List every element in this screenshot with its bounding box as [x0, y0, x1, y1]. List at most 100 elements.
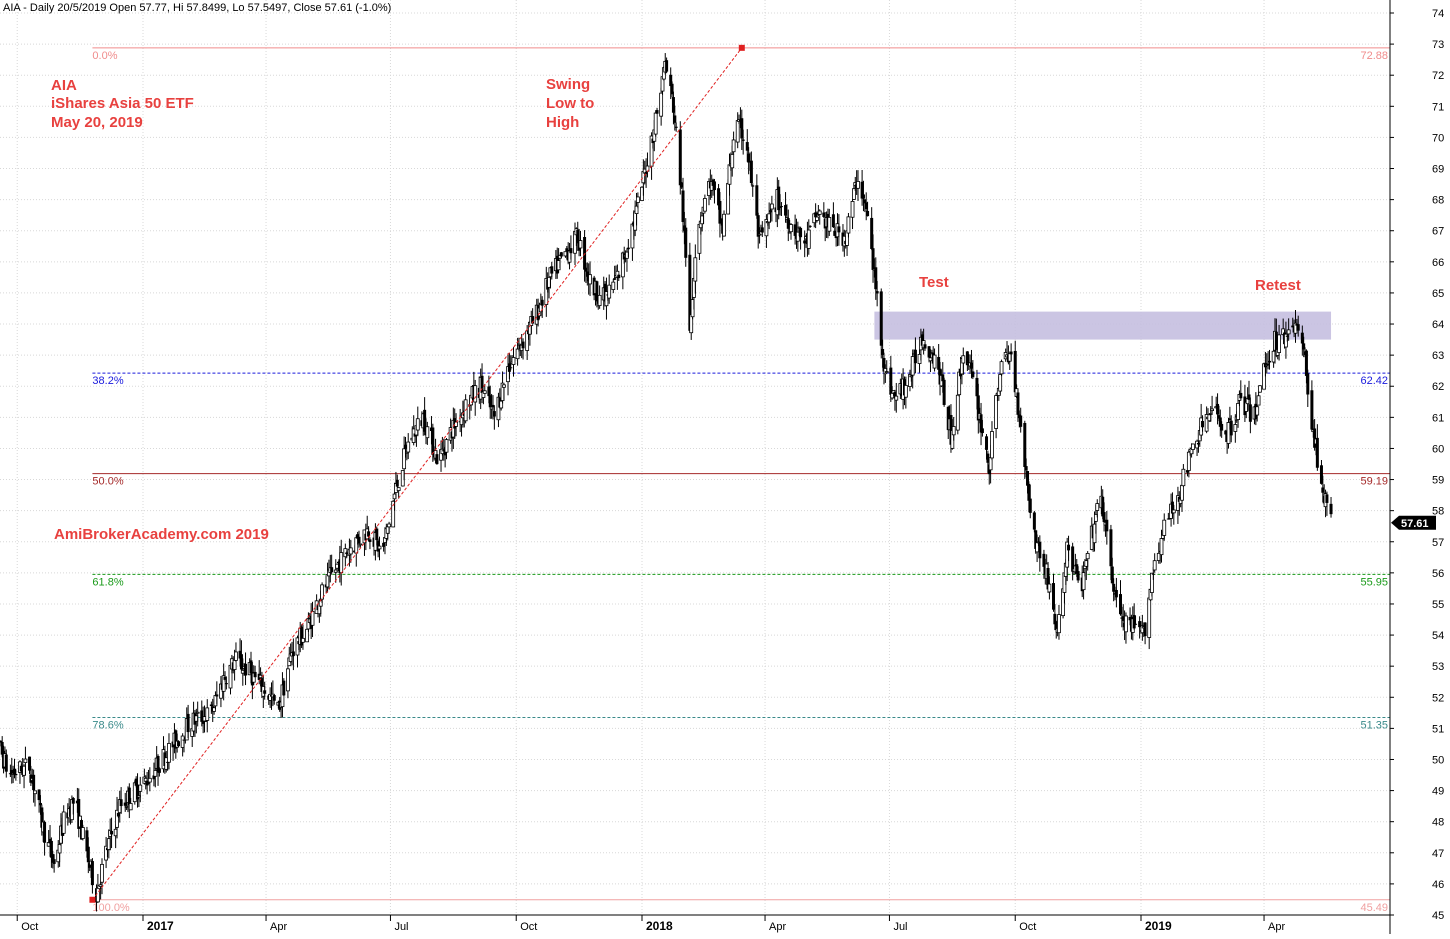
candle-body-down — [1228, 418, 1232, 420]
candle-body-down — [751, 185, 755, 187]
candle-body-up — [1233, 424, 1238, 432]
candle-body-down — [863, 199, 867, 204]
candle-body-down — [1248, 404, 1252, 422]
y-tick-label: 53 — [1432, 661, 1444, 673]
candle-body-up — [578, 240, 583, 249]
candle-body-up — [1180, 484, 1184, 501]
candle-body-down — [1170, 501, 1174, 514]
candle-body-down — [717, 188, 721, 206]
candle-body-up — [1171, 509, 1176, 514]
candle-body-up — [1081, 572, 1086, 591]
candle-body-down — [1304, 350, 1308, 376]
candle-body-down — [37, 789, 41, 801]
candle-body-down — [540, 299, 544, 306]
candle-body-up — [511, 357, 516, 365]
title-line-3: May 20, 2019 — [51, 114, 143, 131]
candle-body-down — [871, 248, 875, 270]
candle-body-up — [817, 210, 822, 215]
y-tick-label: 59 — [1432, 475, 1444, 487]
candle-body-up — [1047, 583, 1052, 593]
y-tick-label: 52 — [1432, 692, 1444, 704]
x-tick-label: 2019 — [1145, 919, 1172, 933]
y-tick-label: 56 — [1432, 568, 1444, 580]
candle-body-up — [620, 252, 625, 278]
candle-body-down — [1101, 496, 1105, 517]
candle-body-up — [702, 198, 707, 212]
candle-body-down — [177, 741, 181, 747]
candle-body-up — [611, 281, 616, 290]
x-tick-label: Apr — [270, 921, 287, 933]
y-tick-label: 60 — [1432, 443, 1444, 455]
candle-body-down — [345, 552, 349, 555]
y-tick-label: 64 — [1432, 319, 1444, 331]
candle-body-up — [320, 584, 324, 600]
candle-body-down — [435, 454, 439, 465]
candle-body-up — [358, 543, 363, 546]
swing-high-marker — [738, 44, 745, 51]
candle-body-down — [831, 214, 835, 228]
zone-layer — [874, 311, 1332, 340]
chart-header: AIA - Daily 20/5/2019 Open 57.77, Hi 57.… — [3, 2, 391, 14]
candle-body-down — [1151, 573, 1155, 575]
y-tick-label: 74 — [1432, 8, 1444, 20]
candle-body-down — [644, 171, 648, 175]
candle-body-up — [1255, 406, 1260, 416]
fib-pct-label: 78.6% — [92, 719, 123, 731]
candle-body-down — [985, 436, 989, 450]
candle-body-down — [749, 160, 753, 183]
candle-body-up — [1236, 403, 1240, 420]
y-tick-label: 68 — [1432, 195, 1444, 207]
candle-body-down — [521, 341, 525, 349]
candle-body-down — [778, 206, 782, 209]
y-tick-label: 67 — [1432, 226, 1444, 238]
candle-body-up — [138, 784, 143, 792]
candle-body-down — [1075, 564, 1079, 574]
candle-body-down — [760, 227, 764, 233]
candle-body-down — [747, 153, 751, 163]
test-label: Test — [919, 274, 949, 291]
swing-line — [92, 47, 743, 901]
candle-body-down — [1028, 498, 1032, 513]
y-tick-labels: 45 46 47 48 49 50 51 52 53 54 55 56 57 58 59 60 61 62 63 64… — [1390, 8, 1444, 922]
candle-body-up — [990, 431, 994, 459]
candle-body-up — [635, 196, 640, 203]
candle-body-down — [681, 190, 685, 223]
candle-body-up — [517, 343, 521, 346]
candle-body-down — [204, 720, 208, 722]
candle-body-down — [1315, 437, 1319, 468]
candle-body-up — [850, 201, 855, 218]
candle-body-up — [597, 294, 602, 307]
candle-body-up — [147, 777, 152, 783]
candle-body-up — [910, 356, 915, 376]
fib-layer: 0.0% 72.88 38.2% 62.42 50.0% 59.19 61.8% 55.95 7… — [92, 47, 1390, 914]
candle-body-down — [669, 74, 673, 87]
candle-body-up — [61, 811, 66, 834]
candle-body-up — [425, 426, 430, 439]
candle-body-up — [387, 523, 391, 528]
candle-body-down — [665, 60, 669, 72]
candle-body-down — [576, 229, 580, 244]
candle-body-down — [357, 536, 361, 544]
candle-body-down — [491, 404, 495, 408]
candle-body-down — [1109, 529, 1113, 567]
candle-body-up — [80, 827, 85, 839]
candle-body-down — [134, 778, 138, 786]
x-tick-label: 2017 — [147, 919, 174, 933]
candle-body-down — [282, 680, 286, 696]
candle-body-up — [515, 348, 520, 360]
candle-body-down — [837, 226, 841, 233]
fib-value-label: 59.19 — [1360, 476, 1388, 488]
y-tick-label: 45 — [1432, 910, 1444, 922]
candle-body-down — [367, 531, 371, 537]
candle-body-up — [659, 92, 664, 117]
candle-body-down — [860, 181, 864, 199]
candle-body-down — [913, 349, 917, 364]
candle-body-up — [846, 216, 851, 234]
candle-body-down — [1306, 373, 1310, 395]
candle-body-down — [1239, 392, 1243, 399]
candle-body-down — [1027, 483, 1031, 501]
candle-body-down — [14, 773, 18, 776]
candle-body-down — [71, 798, 75, 804]
candle-body-down — [673, 115, 677, 123]
